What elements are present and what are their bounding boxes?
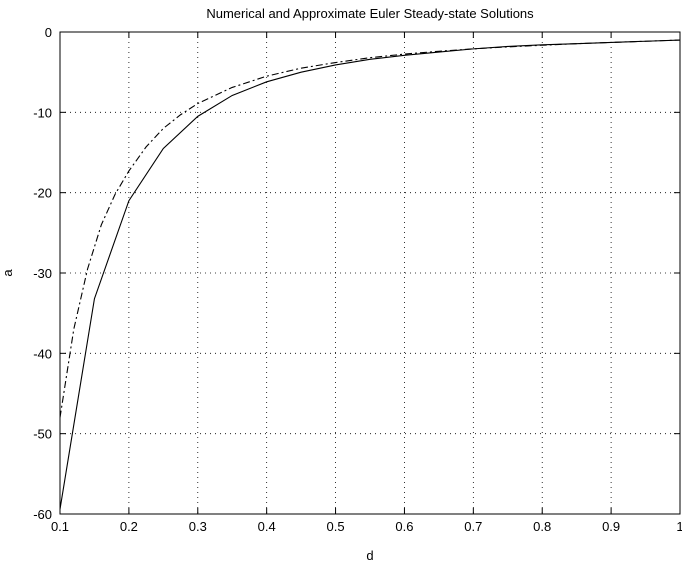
y-tick-label: -40	[33, 346, 52, 361]
x-tick-label: 0.7	[464, 519, 482, 534]
x-tick-label: 0.2	[120, 519, 138, 534]
x-tick-label: 0.4	[258, 519, 276, 534]
tick-layer: 0.1 0.2 0.3 0.4 0.5 0.6 0.7 0.8 0.9 1 0 -10 -20 -30 -4…	[33, 25, 682, 534]
chart-title: Numerical and Approximate Euler Steady-s…	[206, 6, 534, 21]
x-tick-label: 0.5	[327, 519, 345, 534]
grid-layer	[60, 32, 680, 514]
y-tick-label: -10	[33, 105, 52, 120]
x-tick-label: 0.9	[602, 519, 620, 534]
y-tick-label: -50	[33, 427, 52, 442]
x-tick-label: 0.6	[395, 519, 413, 534]
series-line-solid	[59, 39, 681, 510]
y-tick-label: 0	[45, 25, 52, 40]
x-tick-label: 0.3	[189, 519, 207, 534]
y-tick-label: -30	[33, 266, 52, 281]
x-tick-label: 1	[676, 519, 682, 534]
y-axis-label: a	[0, 269, 15, 277]
series-layer	[59, 39, 681, 510]
series-line-dashdot	[59, 39, 681, 418]
y-tick-label: -60	[33, 507, 52, 522]
x-axis-label: d	[366, 548, 373, 563]
y-tick-label: -20	[33, 186, 52, 201]
x-tick-label: 0.8	[533, 519, 551, 534]
x-tick-label: 0.1	[51, 519, 69, 534]
